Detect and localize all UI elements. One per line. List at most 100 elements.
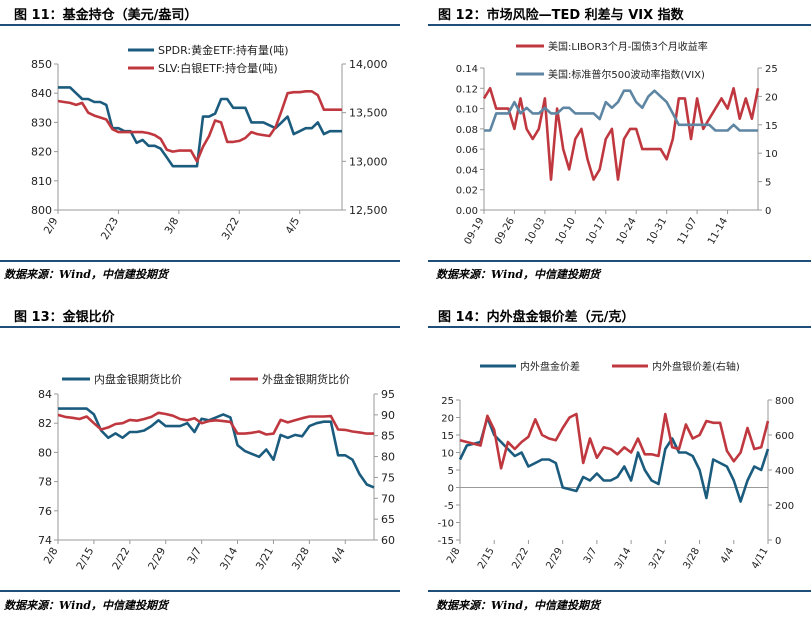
x-tick-label: 4/11 xyxy=(750,546,771,571)
y-tick-label-right: 400 xyxy=(775,466,794,477)
y-tick-label-left: 76 xyxy=(38,505,52,518)
y-tick-label-left: 80 xyxy=(38,446,52,459)
x-tick-label: 10-03 xyxy=(523,216,547,247)
x-tick-label: 2/22 xyxy=(510,546,531,571)
source-rule-1 xyxy=(0,260,400,262)
x-tick-label: 10-17 xyxy=(584,216,608,247)
y-tick-label-right: 90 xyxy=(381,409,395,422)
y-tick-label-left: 850 xyxy=(31,58,52,71)
y-tick-label-left: 74 xyxy=(38,534,52,547)
x-tick-label: 10-31 xyxy=(645,216,669,247)
y-tick-label-left: 15 xyxy=(441,431,454,442)
y-tick-label-left: 840 xyxy=(31,87,52,100)
y-tick-label-right: 0 xyxy=(775,536,781,547)
y-tick-label-left: 10 xyxy=(441,449,454,460)
x-tick-label: 10-24 xyxy=(615,216,639,247)
y-tick-label-right: 15 xyxy=(765,121,778,132)
series-line-1 xyxy=(58,86,342,168)
y-tick-label-right: 800 xyxy=(775,396,794,407)
y-tick-label-right: 75 xyxy=(381,471,395,484)
y-tick-label-left: 0.02 xyxy=(456,186,478,197)
series-line-1 xyxy=(58,407,375,489)
y-tick-label-right: 14,000 xyxy=(349,58,388,71)
y-tick-label-right: 85 xyxy=(381,430,395,443)
y-tick-label-left: 0.14 xyxy=(456,64,478,75)
y-tick-label-left: -15 xyxy=(438,536,454,547)
y-tick-label-right: 70 xyxy=(381,492,395,505)
series-line-2 xyxy=(484,89,758,132)
chart-title-3: 图 13：金银比价 xyxy=(14,310,115,325)
y-tick-label-left: 810 xyxy=(31,175,52,188)
ted-vix-chart: 0.00 0.02 0.04 0.06 0.08 0.10 0.12 0.14 0 5 10 15 20… xyxy=(456,40,778,247)
source-rule-2 xyxy=(428,260,811,262)
legend-label-1: 内盘金银期货比价 xyxy=(94,372,182,386)
series-line-2 xyxy=(459,412,770,470)
source-note-3: 数据来源：Wind，中信建投期货 xyxy=(4,599,169,612)
x-tick-label: 4/4 xyxy=(329,545,348,566)
y-tick-label-right: 12,500 xyxy=(349,204,388,217)
y-tick-label-left: 5 xyxy=(448,466,454,477)
x-tick-label: 2/29 xyxy=(146,546,168,572)
source-rule-3 xyxy=(0,590,400,592)
y-tick-label-right: 95 xyxy=(381,388,395,401)
chart-title-1: 图 11：基金持仓（美元/盎司） xyxy=(14,8,198,23)
x-tick-label: 3/22 xyxy=(220,216,242,242)
x-tick-label: 3/28 xyxy=(290,546,312,572)
y-tick-label-left: 82 xyxy=(38,417,52,430)
x-tick-label: 3/8 xyxy=(163,216,182,237)
x-tick-label: 11-14 xyxy=(706,216,730,247)
x-tick-label: 3/7 xyxy=(185,546,204,567)
y-tick-label-left: 830 xyxy=(31,116,52,129)
price-spread-chart: -15 -10 -5 0 5 10 15 20 25 0 200 400 600 800 2/8 2/15 2/… xyxy=(438,360,794,571)
y-tick-label-left: 25 xyxy=(441,396,454,407)
y-tick-label-right: 10 xyxy=(765,149,778,160)
legend-label-1: 美国:LIBOR3个月-国债3个月收益率 xyxy=(548,40,708,53)
series-line-1 xyxy=(458,416,770,503)
x-tick-label: 2/15 xyxy=(476,546,497,571)
fund-holdings-chart: 800 810 820 830 840 850 12,500 13,000 13,500 14,0… xyxy=(31,43,388,242)
y-tick-label-right: 13,500 xyxy=(349,107,388,120)
source-rule-4 xyxy=(428,590,811,592)
y-tick-label-right: 80 xyxy=(381,451,395,464)
x-tick-label: 11-07 xyxy=(676,216,700,247)
y-tick-label-left: -10 xyxy=(438,519,454,530)
x-tick-label: 2/8 xyxy=(445,546,463,565)
chart-title-2: 图 12：市场风险—TED 利差与 VIX 指数 xyxy=(438,8,684,23)
series-line-2 xyxy=(57,411,374,436)
y-tick-label-left: 20 xyxy=(441,414,454,425)
y-tick-label-left: 800 xyxy=(31,204,52,217)
x-tick-label: 2/15 xyxy=(74,546,96,572)
y-tick-label-left: 78 xyxy=(38,476,52,489)
y-tick-label-left: 84 xyxy=(38,388,52,401)
y-tick-label-right: 5 xyxy=(765,178,771,189)
chart-title-4: 图 14：内外盘金银价差（元/克） xyxy=(438,310,635,325)
title-rule-2 xyxy=(428,24,811,26)
legend-label-2: 美国:标准普尔500波动率指数(VIX) xyxy=(548,68,705,81)
legend-label-2: 外盘金银期货比价 xyxy=(262,372,350,386)
y-tick-label-right: 60 xyxy=(381,534,395,547)
y-tick-label-right: 13,000 xyxy=(349,155,388,168)
title-rule-4 xyxy=(428,326,811,328)
x-tick-label: 3/21 xyxy=(647,546,668,571)
title-rule-3 xyxy=(0,326,400,328)
legend-label-2: SLV:白银ETF:持仓量(吨) xyxy=(158,61,278,75)
y-tick-label-left: 0.04 xyxy=(456,165,478,176)
x-tick-label: 3/21 xyxy=(254,546,276,572)
x-tick-label: 2/9 xyxy=(42,216,61,237)
legend-label-1: SPDR:黄金ETF:持有量(吨) xyxy=(158,43,289,57)
x-tick-label: 2/8 xyxy=(42,546,61,567)
x-tick-label: 09-19 xyxy=(463,216,487,247)
y-tick-label-right: 20 xyxy=(765,92,778,103)
y-tick-label-right: 25 xyxy=(765,64,778,75)
x-tick-label: 10-10 xyxy=(554,216,578,247)
y-tick-label-left: -5 xyxy=(444,501,454,512)
x-tick-label: 3/14 xyxy=(218,545,240,572)
x-tick-label: 09-26 xyxy=(493,216,517,247)
series-line-1 xyxy=(482,86,760,181)
x-tick-label: 4/5 xyxy=(283,216,302,237)
y-tick-label-left: 0.12 xyxy=(456,84,478,95)
y-tick-label-left: 0.06 xyxy=(456,145,478,156)
legend-label-1: 内外盘金价差 xyxy=(520,360,580,373)
gold-silver-ratio-chart: 74 76 78 80 82 84 60 65 70 75 80 85 90 95 2/8 2/15 2/22 2… xyxy=(38,372,395,572)
source-note-1: 数据来源：Wind，中信建投期货 xyxy=(4,268,169,281)
